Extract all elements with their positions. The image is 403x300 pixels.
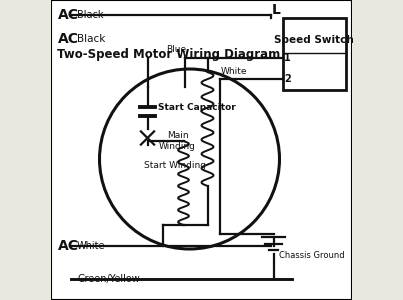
Text: Start Capacitor: Start Capacitor <box>158 103 236 112</box>
Text: White: White <box>77 241 106 251</box>
Text: Chassis Ground: Chassis Ground <box>279 250 345 260</box>
Text: AC: AC <box>58 32 79 46</box>
Text: Black: Black <box>77 34 105 44</box>
Bar <box>283 18 345 90</box>
Text: Speed Switch: Speed Switch <box>274 34 354 45</box>
Text: White: White <box>221 67 247 76</box>
Text: 2: 2 <box>284 74 291 84</box>
Text: Green/Yellow: Green/Yellow <box>77 274 140 284</box>
Text: Two-Speed Motor Wiring Diagram: Two-Speed Motor Wiring Diagram <box>58 47 281 61</box>
Text: Start Winding: Start Winding <box>143 160 206 169</box>
Text: Blue: Blue <box>166 45 187 54</box>
Text: Main
Winding: Main Winding <box>159 131 196 151</box>
Text: L: L <box>272 4 281 17</box>
Text: Black: Black <box>77 10 104 20</box>
Text: 1: 1 <box>284 53 291 63</box>
Text: AC: AC <box>58 8 79 22</box>
Text: AC: AC <box>58 239 79 253</box>
